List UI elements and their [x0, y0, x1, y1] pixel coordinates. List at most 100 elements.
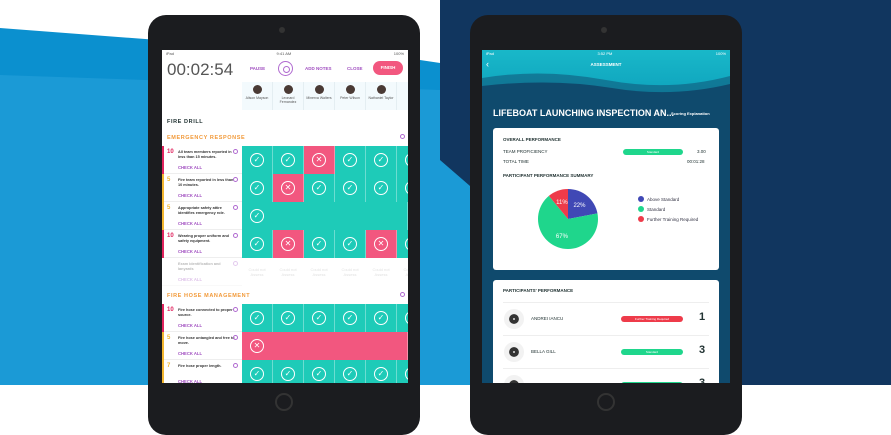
result-cell[interactable]: ✓	[335, 360, 366, 383]
info-icon[interactable]	[233, 177, 238, 182]
record-button[interactable]	[278, 61, 293, 76]
check-icon: ✓	[343, 237, 357, 251]
result-cell[interactable]: ✓	[273, 146, 304, 174]
result-cell[interactable]: ✓	[335, 230, 366, 258]
result-cell[interactable]: Could not Assess	[273, 258, 304, 286]
participant[interactable]: A...	[397, 82, 408, 110]
result-cell[interactable]: ✓	[366, 360, 397, 383]
back-chevron-icon[interactable]: ‹	[486, 59, 489, 69]
result-cell[interactable]: ✓	[242, 202, 408, 230]
finish-button[interactable]: FINISH	[373, 61, 403, 75]
result-cell[interactable]: ✓	[242, 174, 273, 202]
check-all-link[interactable]: CHECK ALL	[178, 193, 203, 198]
pie-data-label: 67%	[556, 234, 569, 240]
legend-dot	[638, 196, 644, 202]
participant-row[interactable]: DAVE BOWIE Standard 3	[503, 368, 709, 383]
close-button[interactable]: CLOSE	[347, 66, 363, 71]
check-icon: ✓	[343, 367, 357, 381]
check-icon: ✓	[343, 311, 357, 325]
result-cell[interactable]: Could not Assess	[397, 258, 408, 286]
participant[interactable]: Alison Mayson	[242, 82, 273, 110]
legend-label: Standard	[647, 206, 666, 212]
result-cell[interactable]: ✓	[397, 146, 408, 174]
avatar	[504, 309, 524, 329]
check-all-link[interactable]: CHECK ALL	[178, 379, 203, 383]
result-cell[interactable]: ✓	[335, 304, 366, 332]
result-cell[interactable]: ✓	[242, 146, 273, 174]
participant[interactable]: Nathaniel Taylor	[366, 82, 397, 110]
info-icon[interactable]	[233, 149, 238, 154]
result-cell[interactable]: ✓	[304, 230, 335, 258]
checklist-row: 10 All team members reported in less than…	[162, 146, 408, 174]
result-cell[interactable]: ✕	[366, 230, 397, 258]
result-cell[interactable]: ✕	[242, 332, 408, 360]
check-all-link[interactable]: CHECK ALL	[178, 277, 203, 282]
participant-row[interactable]: ANDREI IANCU Further Training Required 1	[503, 302, 709, 334]
check-icon: ✓	[250, 311, 264, 325]
overall-card: OVERALL PERFORMANCE TEAM PROFICIENCY Sta…	[493, 128, 719, 270]
result-cell[interactable]: ✓	[242, 304, 273, 332]
check-all-link[interactable]: CHECK ALL	[178, 221, 203, 226]
pause-button[interactable]: PAUSE	[250, 66, 266, 71]
result-cell[interactable]: Could not Assess	[366, 258, 397, 286]
result-cell[interactable]: ✓	[397, 360, 408, 383]
team-proficiency-value: 3.00	[697, 149, 706, 154]
carrier: iPad	[486, 51, 495, 56]
result-cell[interactable]: ✓	[397, 304, 408, 332]
check-all-link[interactable]: CHECK ALL	[178, 351, 203, 356]
result-cell[interactable]: ✓	[335, 174, 366, 202]
participant[interactable]: Peter Wilson	[335, 82, 366, 110]
question: Fire hose untangled and free to move.	[178, 336, 235, 345]
result-cell[interactable]: ✓	[273, 360, 304, 383]
info-icon[interactable]	[400, 292, 405, 297]
result-cell[interactable]: ✕	[304, 146, 335, 174]
participant-score: 1	[699, 311, 706, 323]
result-cell[interactable]: ✓	[335, 146, 366, 174]
info-icon[interactable]	[233, 335, 238, 340]
participant[interactable]: Leonard Fernandez	[273, 82, 304, 110]
pie-slice	[548, 189, 568, 219]
info-icon[interactable]	[400, 134, 405, 139]
result-cell[interactable]: ✓	[273, 304, 304, 332]
result-cell[interactable]: ✓	[397, 230, 408, 258]
result-cell[interactable]: ✓	[242, 230, 273, 258]
info-icon[interactable]	[233, 233, 238, 238]
info-icon[interactable]	[233, 363, 238, 368]
priority-bar	[162, 332, 164, 360]
info-icon[interactable]	[233, 307, 238, 312]
check-all-link[interactable]: CHECK ALL	[178, 249, 203, 254]
participant-score: 3	[699, 344, 706, 356]
result-cell[interactable]: ✓	[304, 304, 335, 332]
performance-badge: Standard	[621, 349, 683, 355]
result-cell[interactable]: ✓	[366, 174, 397, 202]
add-notes-button[interactable]: ADD NOTES	[305, 66, 332, 71]
participants-row: Alison Mayson Leonard Fernandez Minerva Wa…	[242, 82, 408, 110]
avatar	[504, 375, 524, 383]
result-cell[interactable]: ✕	[273, 230, 304, 258]
result-cell[interactable]: Could not Assess	[304, 258, 335, 286]
home-button[interactable]	[597, 393, 615, 411]
check-all-link[interactable]: CHECK ALL	[178, 323, 203, 328]
question: Fire hose connected to proper source.	[178, 308, 233, 317]
result-cell[interactable]: ✓	[366, 304, 397, 332]
result-cell[interactable]: ✓	[366, 146, 397, 174]
avatar	[252, 85, 262, 94]
check-icon: ✓	[405, 181, 408, 195]
result-cell[interactable]: Could not Assess	[242, 258, 273, 286]
check-all-link[interactable]: CHECK ALL	[178, 165, 203, 170]
participant[interactable]: Minerva Walters	[304, 82, 335, 110]
scoring-explanation-link[interactable]: Scoring Explanation	[671, 111, 710, 116]
info-icon[interactable]	[233, 261, 238, 266]
result-cell[interactable]: ✓	[397, 174, 408, 202]
info-icon[interactable]	[233, 205, 238, 210]
result-cell[interactable]: ✓	[304, 360, 335, 383]
result-cell[interactable]: ✕	[273, 174, 304, 202]
result-cell[interactable]: ✓	[242, 360, 273, 383]
result-cell[interactable]: ✓	[304, 174, 335, 202]
participant-row[interactable]: BELLA GILL Standard 3	[503, 335, 709, 367]
avatar	[407, 85, 408, 94]
home-button[interactable]	[275, 393, 293, 411]
legend-dot	[638, 216, 644, 222]
result-cell[interactable]: Could not Assess	[335, 258, 366, 286]
legend-item: Further Training Required	[638, 216, 698, 222]
